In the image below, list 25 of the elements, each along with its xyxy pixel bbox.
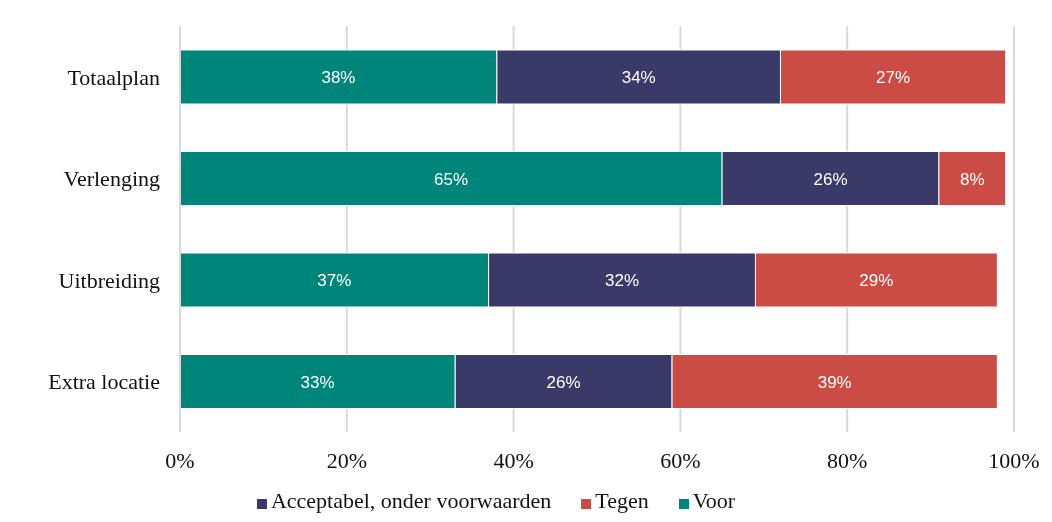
x-tick-label: 100% bbox=[988, 447, 1040, 473]
data-label: 38% bbox=[321, 68, 356, 88]
x-tick-label: 80% bbox=[827, 447, 868, 473]
x-tick-label: 60% bbox=[660, 447, 701, 473]
data-label: 39% bbox=[817, 372, 852, 392]
data-label: 37% bbox=[317, 271, 352, 291]
x-tick-label: 20% bbox=[326, 447, 367, 473]
y-tick-label: Verlenging bbox=[63, 166, 160, 192]
data-label: 29% bbox=[859, 271, 894, 291]
y-tick-label: Totaalplan bbox=[67, 64, 160, 90]
data-label: 34% bbox=[621, 68, 656, 88]
data-label: 26% bbox=[813, 169, 848, 189]
data-label: 8% bbox=[960, 169, 985, 189]
y-tick-label: Uitbreiding bbox=[58, 267, 160, 293]
x-tick-label: 40% bbox=[493, 447, 534, 473]
x-tick-label: 0% bbox=[165, 447, 195, 473]
legend-label: Tegen bbox=[595, 488, 649, 513]
y-tick-label: Extra locatie bbox=[48, 369, 160, 395]
data-label: 32% bbox=[605, 271, 640, 291]
data-label: 27% bbox=[876, 68, 911, 88]
data-label: 26% bbox=[546, 372, 581, 392]
data-label: 33% bbox=[300, 372, 335, 392]
legend-label: Voor bbox=[692, 488, 736, 513]
legend-label: Acceptabel, onder voorwaarden bbox=[270, 488, 552, 513]
data-label: 65% bbox=[434, 169, 469, 189]
